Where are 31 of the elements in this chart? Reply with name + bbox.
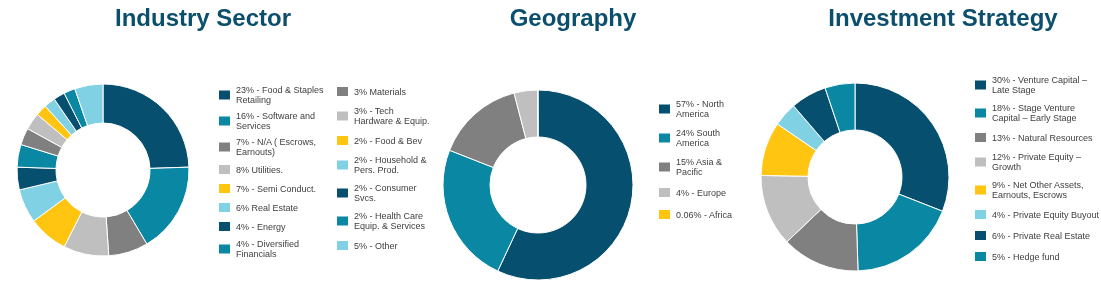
legend-label: 2% - Food & Bev bbox=[354, 135, 423, 146]
legend-label: 9% - Net Other Assets, Earnouts, Escrows bbox=[992, 180, 1087, 200]
legend-label: 57% - North America bbox=[676, 99, 727, 119]
chart-title: Industry Sector bbox=[114, 3, 292, 31]
legend-label: 2% - Consumer Svcs. bbox=[354, 183, 420, 203]
legend-label: 2% - Household & Pers. Prod. bbox=[354, 155, 430, 175]
legend-label: 8% Utilities. bbox=[236, 164, 284, 175]
legend-label: 4% - Europe bbox=[676, 187, 727, 198]
legend-label: 15% Asia & Pacific bbox=[676, 157, 725, 177]
legend-label: 4% - Energy bbox=[236, 221, 287, 232]
legend-label: 5% - Hedge fund bbox=[992, 251, 1060, 262]
legend-label: 12% - Private Equity – Growth bbox=[992, 152, 1084, 172]
legend-label: 23% - Food & Staples Retailing bbox=[236, 85, 327, 105]
legend-label: 7% - Semi Conduct. bbox=[236, 183, 317, 194]
legend-label: 6% - Private Real Estate bbox=[992, 230, 1091, 241]
legend-label: 30% - Venture Capital – Late Stage bbox=[992, 75, 1090, 95]
chart-title: Investment Strategy bbox=[828, 3, 1059, 31]
legend-label: 4% - Private Equity Buyout bbox=[992, 209, 1100, 220]
legend-label: 3% - Tech Hardware & Equip. bbox=[354, 106, 430, 126]
legend-label: 6% Real Estate bbox=[236, 202, 299, 213]
legend-label: 5% - Other bbox=[354, 240, 398, 251]
legend-label: 2% - Health Care Equip. & Services bbox=[354, 211, 426, 231]
legend-label: 13% - Natural Resources bbox=[992, 132, 1094, 143]
legend-label: 16% - Software and Services bbox=[236, 111, 318, 131]
legend-label: 4% - Diversified Financials bbox=[236, 239, 302, 259]
legend-label: 3% Materials bbox=[354, 86, 407, 97]
legend-label: 0.06% - Africa bbox=[676, 209, 733, 220]
legend-label: 7% - N/A ( Escrows, Earnouts) bbox=[236, 137, 319, 157]
chart-title: Geography bbox=[509, 3, 637, 31]
legend-label: 24% South America bbox=[676, 128, 723, 148]
legend-label: 18% - Stage Venture Capital – Early Stage bbox=[992, 103, 1078, 123]
